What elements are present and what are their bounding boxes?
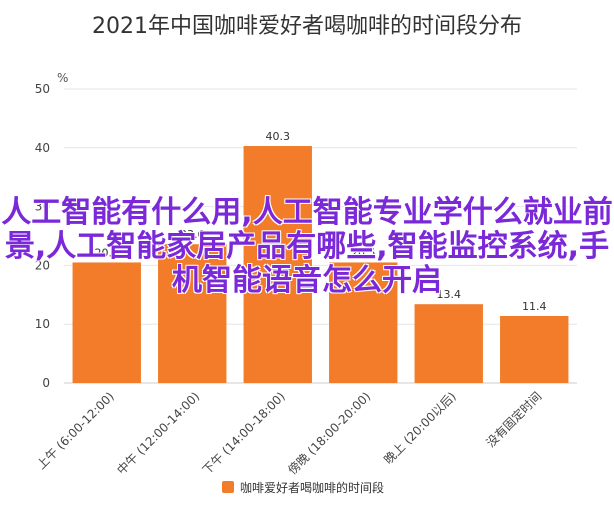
y-tick-label: 10 bbox=[35, 317, 50, 331]
y-tick-label: 30 bbox=[35, 200, 50, 214]
legend: 咖啡爱好者喝咖啡的时间段 bbox=[222, 480, 384, 495]
x-tick-label: 下午 (14:00-18:00) bbox=[200, 389, 288, 477]
gridlines bbox=[64, 88, 577, 384]
x-tick-label: 中午 (12:00-14:00) bbox=[113, 389, 202, 478]
bar bbox=[414, 304, 483, 383]
x-axis-labels: 上午 (6:00-12:00)中午 (12:00-14:00)下午 (14:00… bbox=[34, 389, 544, 478]
bar-data-label: 20.5 bbox=[95, 246, 120, 259]
bar bbox=[500, 315, 569, 383]
x-tick-label: 上午 (6:00-12:00) bbox=[34, 389, 117, 472]
x-tick-label: 傍晚 (18:00-20:00) bbox=[284, 389, 373, 478]
chart-title: 2021年中国咖啡爱好者喝咖啡的时间段分布 bbox=[92, 14, 522, 39]
x-tick-label: 晚上 (20:00以后) bbox=[381, 389, 459, 467]
y-tick-label: 0 bbox=[42, 376, 50, 390]
bar-data-label: 20.5 bbox=[351, 246, 376, 259]
y-tick-label: 40 bbox=[35, 141, 50, 155]
bar bbox=[72, 262, 141, 383]
data-labels: 20.5 23.6 40.3 20.5 13.4 11.4 bbox=[95, 130, 547, 313]
bar bbox=[158, 244, 227, 383]
y-unit-label: % bbox=[57, 71, 68, 85]
y-tick-label: 20 bbox=[35, 258, 50, 272]
bar-data-label: 23.6 bbox=[180, 228, 205, 241]
bar bbox=[243, 146, 312, 383]
y-axis-ticks: 0 10 20 30 40 50 bbox=[35, 82, 50, 390]
y-tick-label: 50 bbox=[35, 82, 50, 96]
bar-data-label: 40.3 bbox=[266, 130, 291, 143]
legend-label: 咖啡爱好者喝咖啡的时间段 bbox=[240, 480, 384, 495]
x-tick-label: 没有固定时间 bbox=[483, 389, 545, 451]
legend-swatch bbox=[222, 481, 234, 493]
bar-data-label: 13.4 bbox=[437, 288, 462, 301]
bars bbox=[72, 146, 569, 383]
bar-data-label: 11.4 bbox=[522, 300, 547, 313]
bar bbox=[329, 262, 398, 383]
